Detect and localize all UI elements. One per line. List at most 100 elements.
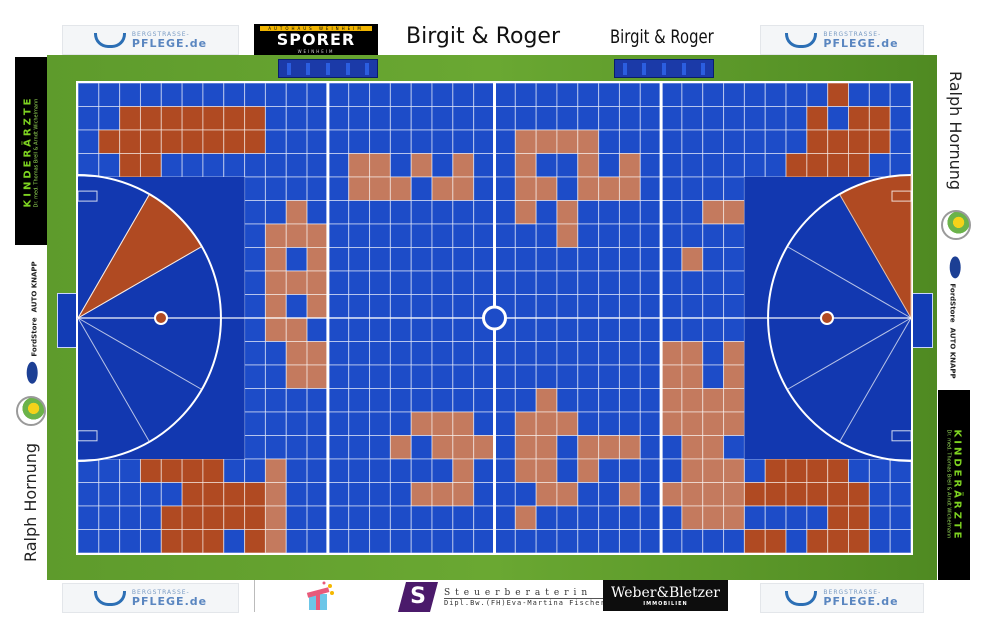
square-sold[interactable] — [514, 505, 537, 530]
square-available[interactable] — [369, 82, 391, 107]
square-sold[interactable] — [556, 482, 579, 507]
square-sold[interactable] — [202, 106, 225, 131]
square-available[interactable] — [556, 153, 579, 178]
square-available[interactable] — [327, 294, 350, 319]
square-available[interactable] — [785, 529, 808, 554]
square-available[interactable] — [389, 458, 412, 483]
square-available[interactable] — [119, 482, 141, 507]
gift-icon[interactable] — [304, 580, 336, 612]
square-available[interactable] — [473, 129, 495, 154]
square-sold[interactable] — [306, 341, 329, 366]
square-available[interactable] — [494, 411, 516, 436]
square-sold[interactable] — [702, 200, 725, 225]
square-sold[interactable] — [868, 129, 891, 154]
square-sold[interactable] — [577, 129, 600, 154]
square-sold[interactable] — [244, 129, 266, 154]
square-available[interactable] — [660, 294, 683, 319]
square-available[interactable] — [514, 106, 537, 131]
square-available[interactable] — [348, 270, 371, 295]
square-available[interactable] — [514, 388, 537, 413]
square-sold[interactable] — [723, 341, 745, 366]
square-available[interactable] — [556, 176, 579, 201]
square-available[interactable] — [348, 223, 371, 248]
square-available[interactable] — [639, 317, 662, 342]
square-available[interactable] — [285, 106, 308, 131]
square-sold[interactable] — [848, 505, 870, 530]
square-sold[interactable] — [98, 129, 121, 154]
square-sold[interactable] — [848, 129, 870, 154]
square-sold[interactable] — [452, 411, 475, 436]
square-sold[interactable] — [514, 153, 537, 178]
square-available[interactable] — [431, 153, 454, 178]
sponsor-pflege-top-right[interactable]: BERGSTRASSE- PFLEGE.de — [760, 25, 924, 55]
square-sold[interactable] — [181, 458, 204, 483]
square-available[interactable] — [723, 247, 745, 272]
square-available[interactable] — [285, 129, 308, 154]
square-available[interactable] — [139, 505, 162, 530]
square-available[interactable] — [306, 200, 329, 225]
square-available[interactable] — [702, 247, 725, 272]
square-available[interactable] — [431, 505, 454, 530]
square-sold[interactable] — [160, 529, 183, 554]
square-sold[interactable] — [743, 482, 766, 507]
square-available[interactable] — [98, 458, 121, 483]
square-sold[interactable] — [660, 388, 683, 413]
sponsor-ford-left[interactable]: FordStore AUTO KNAPP — [15, 255, 47, 390]
square-sold[interactable] — [514, 176, 537, 201]
square-available[interactable] — [348, 129, 371, 154]
square-available[interactable] — [514, 364, 537, 389]
square-sold[interactable] — [598, 176, 620, 201]
square-available[interactable] — [723, 106, 745, 131]
square-available[interactable] — [473, 529, 495, 554]
square-available[interactable] — [327, 411, 350, 436]
square-available[interactable] — [327, 106, 350, 131]
square-available[interactable] — [681, 176, 704, 201]
square-available[interactable] — [98, 82, 121, 107]
square-available[interactable] — [306, 435, 329, 460]
square-sold[interactable] — [244, 505, 266, 530]
square-sold[interactable] — [618, 176, 641, 201]
square-sold[interactable] — [202, 129, 225, 154]
square-sold[interactable] — [389, 176, 412, 201]
sponsor-kinderaerzte-right[interactable]: KINDERÄRZTE Dr. med. Thomas Brell & Arnd… — [938, 390, 970, 580]
square-available[interactable] — [660, 129, 683, 154]
square-sold[interactable] — [848, 153, 870, 178]
square-available[interactable] — [723, 529, 745, 554]
square-available[interactable] — [723, 82, 745, 107]
square-sold[interactable] — [827, 529, 850, 554]
square-available[interactable] — [410, 529, 433, 554]
square-available[interactable] — [431, 529, 454, 554]
square-available[interactable] — [410, 317, 433, 342]
square-available[interactable] — [723, 435, 745, 460]
square-available[interactable] — [660, 82, 683, 107]
square-sold[interactable] — [618, 482, 641, 507]
square-available[interactable] — [452, 200, 475, 225]
square-available[interactable] — [473, 341, 495, 366]
square-available[interactable] — [473, 200, 495, 225]
square-available[interactable] — [535, 247, 558, 272]
square-available[interactable] — [618, 294, 641, 319]
square-sold[interactable] — [514, 129, 537, 154]
square-available[interactable] — [369, 341, 391, 366]
square-sold[interactable] — [848, 529, 870, 554]
square-available[interactable] — [681, 129, 704, 154]
square-sold[interactable] — [410, 411, 433, 436]
square-available[interactable] — [410, 388, 433, 413]
square-available[interactable] — [598, 364, 620, 389]
square-sold[interactable] — [827, 129, 850, 154]
square-available[interactable] — [389, 200, 412, 225]
square-available[interactable] — [369, 294, 391, 319]
square-available[interactable] — [494, 341, 516, 366]
square-sold[interactable] — [244, 482, 266, 507]
square-available[interactable] — [514, 341, 537, 366]
sponsor-pflege-top-left[interactable]: BERGSTRASSE- PFLEGE.de — [62, 25, 239, 55]
square-available[interactable] — [306, 317, 329, 342]
square-available[interactable] — [577, 247, 600, 272]
square-available[interactable] — [98, 529, 121, 554]
square-available[interactable] — [660, 270, 683, 295]
square-available[interactable] — [306, 505, 329, 530]
square-sold[interactable] — [848, 106, 870, 131]
square-sold[interactable] — [410, 153, 433, 178]
square-available[interactable] — [577, 200, 600, 225]
square-sold[interactable] — [119, 153, 141, 178]
